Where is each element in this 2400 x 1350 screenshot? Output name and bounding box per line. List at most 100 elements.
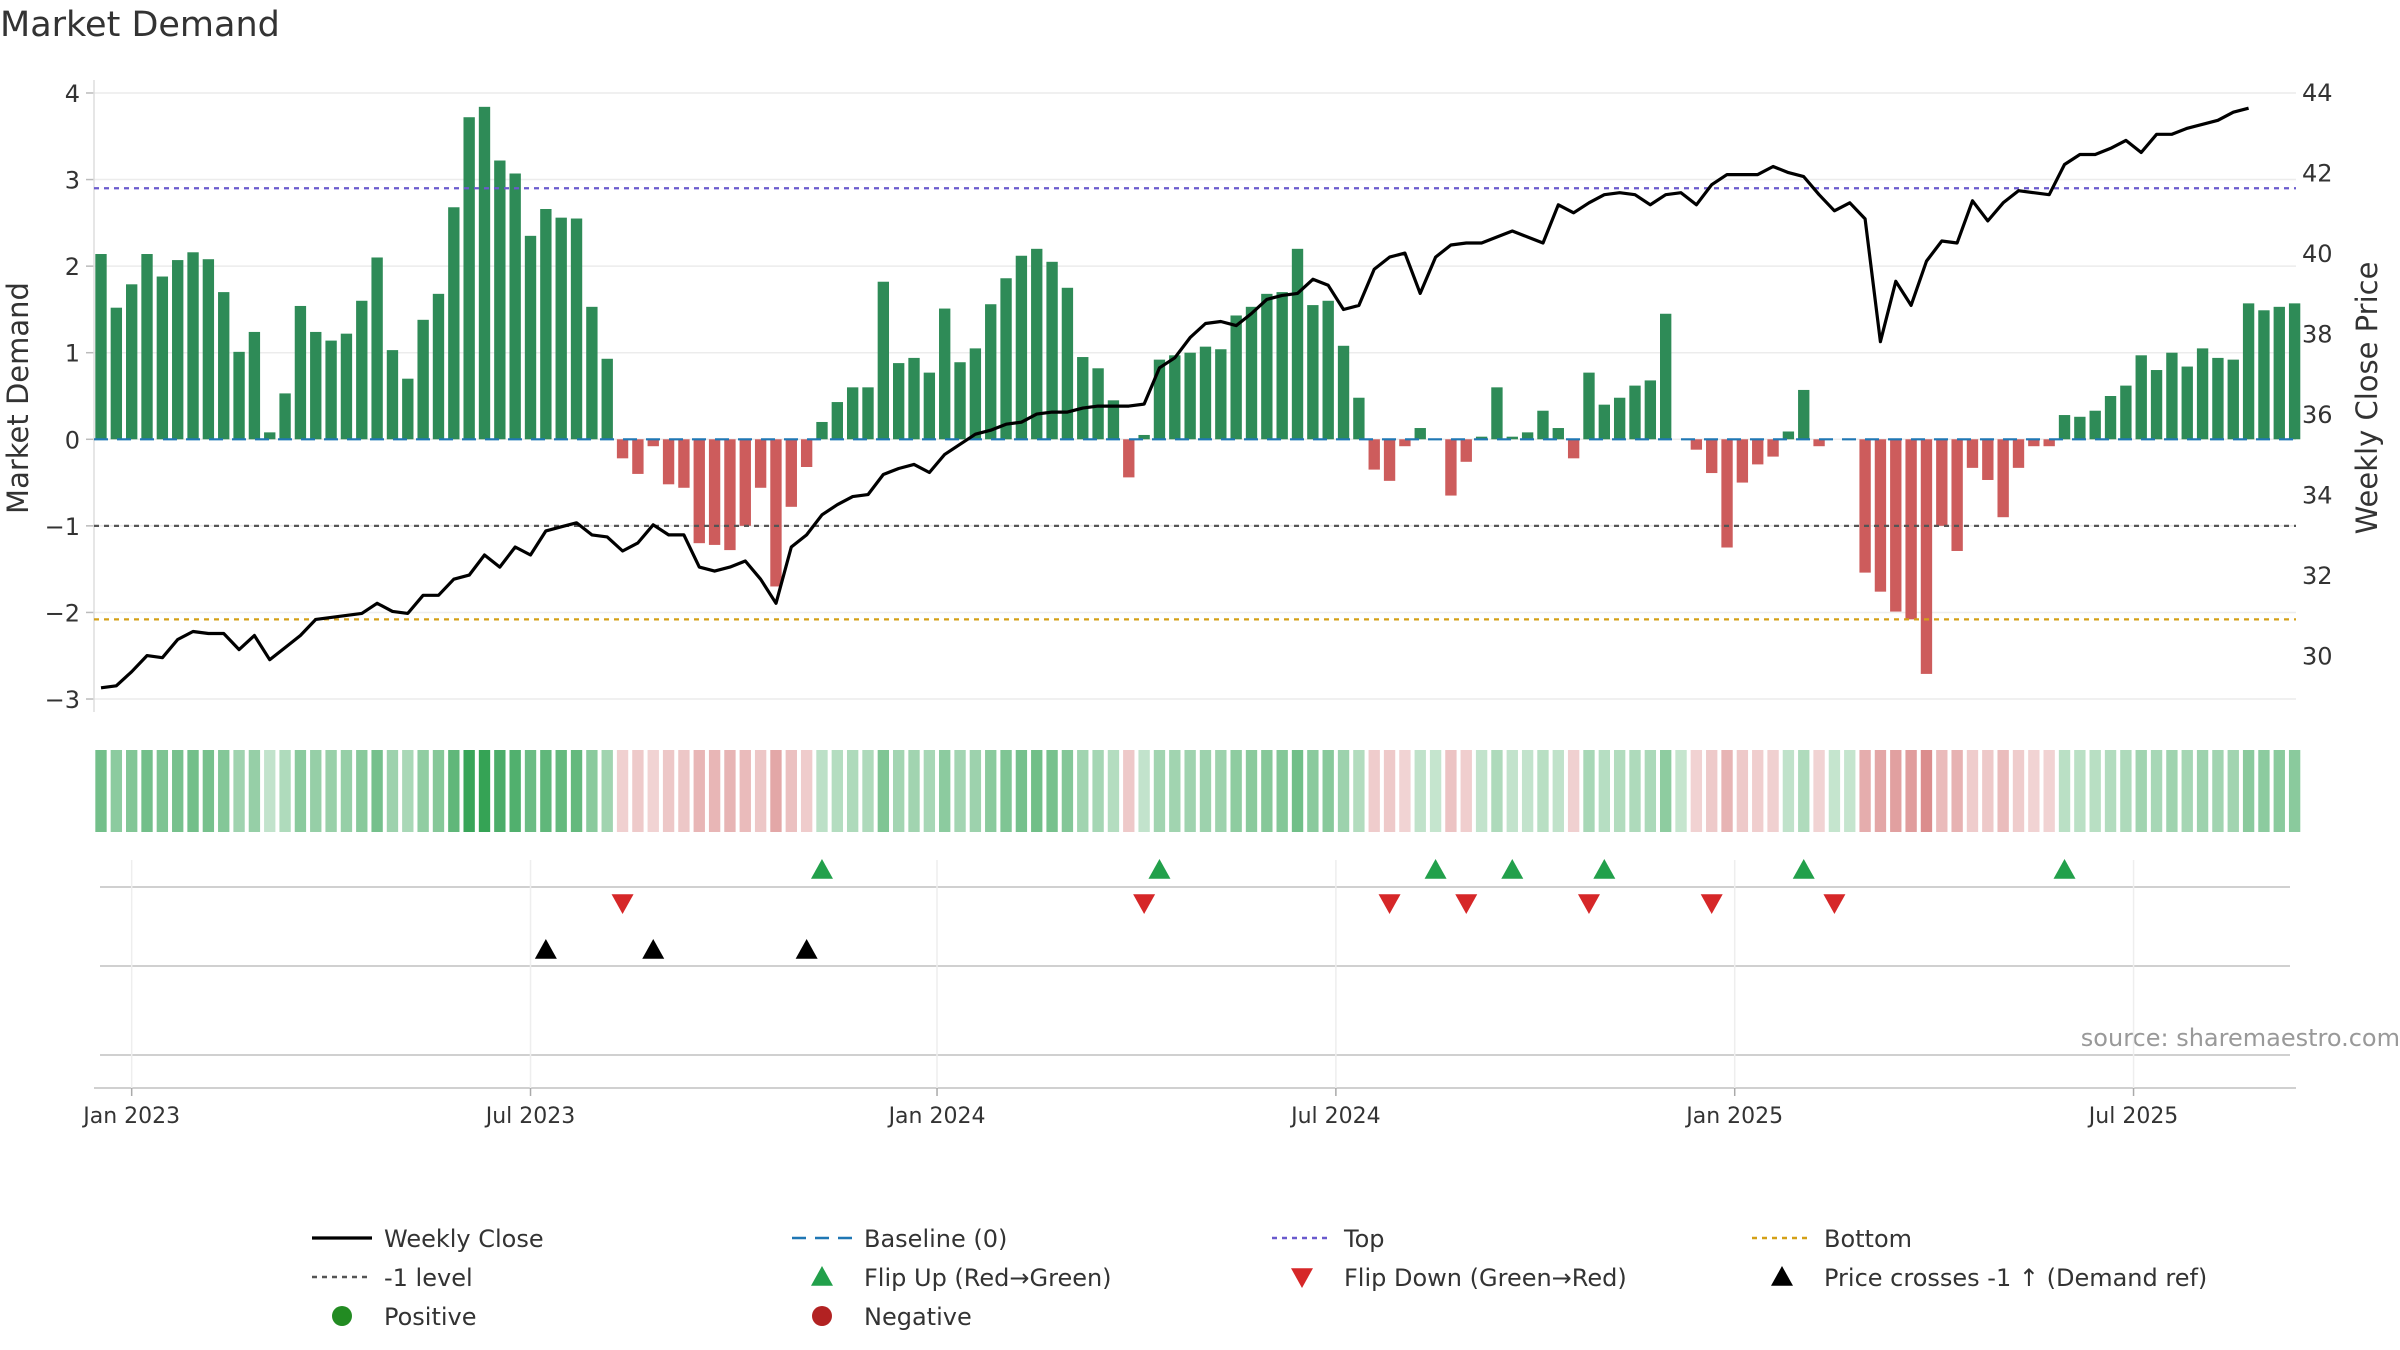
reference-lines [94,187,2296,621]
heat-cell [1890,750,1902,832]
demand-bar [570,218,583,440]
demand-bar [1291,248,1304,440]
heat-cell [463,750,475,832]
demand-bar [1276,292,1288,440]
legend-label: Top [1343,1225,1385,1253]
y-tick-label: −3 [45,686,80,714]
heat-cell [218,750,230,832]
heat-cell [310,750,322,832]
demand-bar [1920,439,1933,674]
demand-bar [754,439,767,488]
demand-bar [325,340,337,440]
demand-bar [540,208,552,440]
demand-bar [1460,439,1472,462]
demand-bar [616,439,629,459]
heat-cell [800,750,813,832]
demand-bar [969,348,982,440]
demand-bar [1031,248,1043,440]
demand-bar [1138,434,1150,440]
demand-bar [2120,385,2132,440]
demand-bar [1598,404,1610,440]
heat-cell [540,750,552,832]
legend-label: -1 level [384,1264,473,1292]
demand-bar [1644,380,1657,440]
demand-bar [1706,439,1718,474]
demand-bar [95,254,107,440]
demand-bar [417,319,429,440]
heat-cell [202,750,215,832]
demand-bar [724,439,736,551]
demand-bar [1997,439,2009,518]
flip-up-marker [1792,859,1815,879]
demand-bar [2028,439,2040,447]
demand-bar [371,257,383,440]
heat-cell [785,750,797,832]
y-axis-label: Market Demand [1,282,35,514]
heat-cell [1613,750,1626,832]
demand-bar [1414,428,1426,440]
legend-swatch [1771,1266,1793,1286]
demand-bar [233,351,245,440]
heat-cell [1690,750,1703,832]
heat-cell [908,750,920,832]
demand-bar [1077,357,1089,440]
demand-bar [1337,345,1350,440]
legend-item-minus-one: -1 level [312,1264,473,1292]
heat-cell [2273,750,2285,832]
demand-bar [264,432,276,440]
demand-bar [1874,439,1887,592]
heat-cell [1276,750,1288,832]
heat-cell [264,750,276,832]
heat-cell [1644,750,1657,832]
legend-label: Price crosses -1 ↑ (Demand ref) [1824,1264,2207,1292]
legend-label: Flip Up (Red→Green) [864,1264,1112,1292]
heat-cell [1399,750,1411,832]
heat-cell [601,750,613,832]
demand-bar [586,306,598,440]
demand-bar [1813,439,1825,447]
demand-bar [218,292,230,440]
heat-cell [739,750,751,832]
heat-cell [846,750,859,832]
heat-cell [1506,750,1518,832]
heat-cell [1230,750,1242,832]
heat-cell [417,750,429,832]
demand-bar [386,350,399,440]
heat-cell [2058,750,2071,832]
demand-bar [356,300,368,440]
heat-cell [1521,750,1534,832]
heat-cell [2242,750,2255,832]
heat-cell [1460,750,1472,832]
heat-cell [1997,750,2009,832]
legend-label: Bottom [1824,1225,1912,1253]
heat-cell [1199,750,1212,832]
heat-cell [371,750,383,832]
demand-bar [248,331,261,440]
heat-cell [616,750,629,832]
demand-bar [1153,359,1166,440]
demand-bar [126,284,138,440]
price-cross-marker [795,939,818,959]
heat-cell [2074,750,2086,832]
demand-bar [846,387,859,440]
demand-bar [1966,439,1979,468]
demand-bar [800,439,813,467]
demand-bar [1353,397,1365,440]
demand-bar [340,333,353,440]
demand-bar [1905,439,1917,620]
source-label: source: sharemaestro.com [2081,1024,2400,1052]
demand-bar [1061,287,1074,440]
legend-swatch [812,1306,832,1326]
heat-cell [509,750,521,832]
demand-bar [816,421,828,440]
demand-bar [2043,439,2055,447]
heat-cell [662,750,675,832]
demand-bar [110,307,123,440]
y2-tick-label: 30 [2302,643,2333,671]
demand-bar [1660,313,1672,440]
demand-bar [1859,439,1871,573]
demand-bar [172,260,184,440]
legend-item-top: Top [1272,1225,1385,1253]
